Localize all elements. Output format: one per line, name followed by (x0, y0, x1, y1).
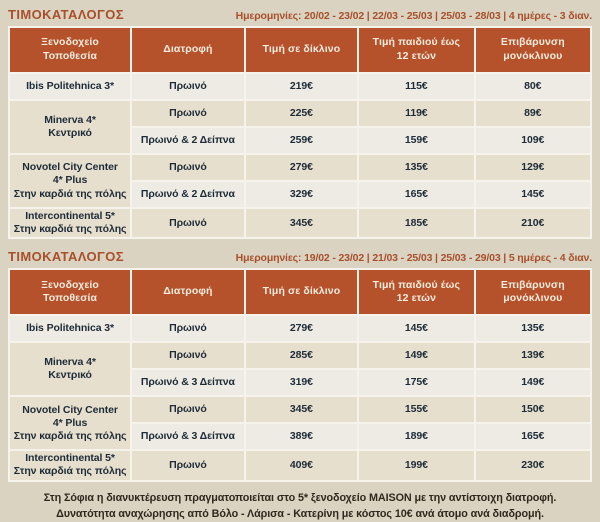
price-double-cell: 219€ (245, 74, 358, 99)
meal-cell: Πρωινό (132, 101, 244, 126)
single-supplement-cell: 150€ (475, 397, 590, 423)
price-double-cell: 329€ (245, 182, 358, 207)
hotel-cell: Minerva 4* Κεντρικό (10, 101, 131, 153)
price-table-1: Ξενοδοχείο Τοποθεσία Διατροφή Τιμή σε δί… (8, 26, 592, 240)
meal-cell: Πρωινό (132, 316, 244, 342)
price-double-cell: 319€ (245, 370, 358, 396)
price-double-cell: 279€ (245, 316, 358, 342)
single-supplement-cell: 80€ (475, 74, 590, 99)
price-double-cell: 279€ (245, 155, 358, 180)
price-table-2: Ξενοδοχείο Τοποθεσία Διατροφή Τιμή σε δί… (8, 268, 592, 482)
hotel-cell: Novotel City Center 4* Plus Στην καρδιά … (10, 155, 131, 207)
meal-cell: Πρωινό & 3 Δείπνα (132, 424, 244, 450)
price-child-cell: 159€ (359, 128, 474, 153)
price-double-cell: 409€ (245, 451, 358, 480)
meal-cell: Πρωινό & 2 Δείπνα (132, 182, 244, 207)
hotel-cell: Intercontinental 5* Στην καρδιά της πόλη… (10, 209, 131, 238)
meal-cell: Πρωινό (132, 451, 244, 480)
price-child-cell: 189€ (359, 424, 474, 450)
single-supplement-cell: 165€ (475, 424, 590, 450)
price-child-cell: 165€ (359, 182, 474, 207)
price-child-cell: 185€ (359, 209, 474, 238)
column-header-hotel: Ξενοδοχείο Τοποθεσία (10, 270, 131, 315)
meal-cell: Πρωινό (132, 343, 244, 369)
single-supplement-cell: 210€ (475, 209, 590, 238)
single-supplement-cell: 149€ (475, 370, 590, 396)
price-double-cell: 389€ (245, 424, 358, 450)
table-row: Intercontinental 5* Στην καρδιά της πόλη… (10, 451, 590, 480)
price-double-cell: 285€ (245, 343, 358, 369)
single-supplement-cell: 109€ (475, 128, 590, 153)
meal-cell: Πρωινό (132, 397, 244, 423)
price-child-cell: 175€ (359, 370, 474, 396)
table-header-row: Ξενοδοχείο Τοποθεσία Διατροφή Τιμή σε δί… (10, 28, 590, 72)
catalog-1-title-bar: ΤΙΜΟΚΑΤΑΛΟΓΟΣ Ημερομηνίες: 20/02 - 23/02… (8, 4, 592, 26)
price-child-cell: 155€ (359, 397, 474, 423)
single-supplement-cell: 145€ (475, 182, 590, 207)
table-row: Πρωινό & 3 Δείπνα 319€ 175€ 149€ (10, 370, 590, 396)
table-row: Ibis Politehnica 3* Πρωινό 219€ 115€ 80€ (10, 74, 590, 99)
catalog-1-title: ΤΙΜΟΚΑΤΑΛΟΓΟΣ (8, 7, 124, 22)
column-header-price-double: Τιμή σε δίκλινο (245, 270, 358, 315)
price-child-cell: 149€ (359, 343, 474, 369)
price-child-cell: 135€ (359, 155, 474, 180)
catalog-2-title-bar: ΤΙΜΟΚΑΤΑΛΟΓΟΣ Ημερομηνίες: 19/02 - 23/02… (8, 246, 592, 268)
footer-note: Στη Σόφια η διανυκτέρευση πραγματοποιείτ… (8, 490, 592, 522)
hotel-cell: Minerva 4* Κεντρικό (10, 343, 131, 396)
column-header-single-supplement: Επιβάρυνση μονόκλινου (475, 270, 590, 315)
catalog-2-dates: Ημερομηνίες: 19/02 - 23/02 | 21/03 - 25/… (235, 252, 592, 265)
column-header-price-child: Τιμή παιδιού έως 12 ετών (359, 28, 474, 72)
hotel-cell: Ibis Politehnica 3* (10, 316, 131, 342)
table-row: Minerva 4* Κεντρικό Πρωινό 285€ 149€ 139… (10, 343, 590, 396)
hotel-cell: Ibis Politehnica 3* (10, 74, 131, 99)
hotel-cell: Novotel City Center 4* Plus Στην καρδιά … (10, 397, 131, 450)
column-header-single-supplement: Επιβάρυνση μονόκλινου (475, 28, 590, 72)
price-child-cell: 145€ (359, 316, 474, 342)
price-child-cell: 119€ (359, 101, 474, 126)
table-header-row: Ξενοδοχείο Τοποθεσία Διατροφή Τιμή σε δί… (10, 270, 590, 315)
price-double-cell: 345€ (245, 209, 358, 238)
catalog-1-dates: Ημερομηνίες: 20/02 - 23/02 | 22/03 - 25/… (235, 10, 592, 22)
price-double-cell: 259€ (245, 128, 358, 153)
column-header-price-child: Τιμή παιδιού έως 12 ετών (359, 270, 474, 315)
single-supplement-cell: 230€ (475, 451, 590, 480)
single-supplement-cell: 89€ (475, 101, 590, 126)
meal-cell: Πρωινό (132, 74, 244, 99)
table-row: Πρωινό & 2 Δείπνα 329€ 165€ 145€ (10, 182, 590, 207)
catalog-2-title: ΤΙΜΟΚΑΤΑΛΟΓΟΣ (8, 249, 124, 265)
table-row: Intercontinental 5* Στην καρδιά της πόλη… (10, 209, 590, 238)
single-supplement-cell: 139€ (475, 343, 590, 369)
table-row: Πρωινό & 3 Δείπνα 389€ 189€ 165€ (10, 424, 590, 450)
table-row: Novotel City Center 4* Plus Στην καρδιά … (10, 397, 590, 450)
meal-cell: Πρωινό (132, 209, 244, 238)
hotel-cell: Intercontinental 5* Στην καρδιά της πόλη… (10, 451, 131, 480)
price-double-cell: 225€ (245, 101, 358, 126)
price-double-cell: 345€ (245, 397, 358, 423)
meal-cell: Πρωινό & 2 Δείπνα (132, 128, 244, 153)
meal-cell: Πρωινό (132, 155, 244, 180)
column-header-price-double: Τιμή σε δίκλινο (245, 28, 358, 72)
single-supplement-cell: 129€ (475, 155, 590, 180)
footer-note-line-1: Στη Σόφια η διανυκτέρευση πραγματοποιείτ… (43, 491, 557, 504)
column-header-meal: Διατροφή (132, 270, 244, 315)
table-row: Novotel City Center 4* Plus Στην καρδιά … (10, 155, 590, 207)
meal-cell: Πρωινό & 3 Δείπνα (132, 370, 244, 396)
table-row: Πρωινό & 2 Δείπνα 259€ 159€ 109€ (10, 128, 590, 153)
table-row: Minerva 4* Κεντρικό Πρωινό 225€ 119€ 89€ (10, 101, 590, 153)
price-child-cell: 115€ (359, 74, 474, 99)
table-row: Ibis Politehnica 3* Πρωινό 279€ 145€ 135… (10, 316, 590, 342)
column-header-hotel: Ξενοδοχείο Τοποθεσία (10, 28, 131, 72)
price-child-cell: 199€ (359, 451, 474, 480)
single-supplement-cell: 135€ (475, 316, 590, 342)
column-header-meal: Διατροφή (132, 28, 244, 72)
